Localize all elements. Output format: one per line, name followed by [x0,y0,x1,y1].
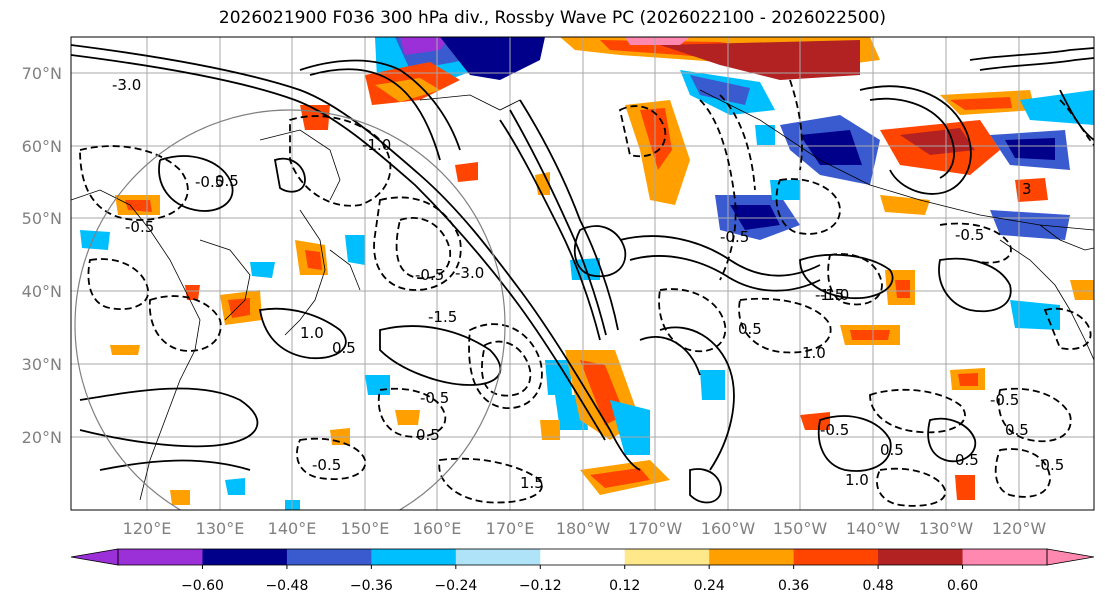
contour-label: 0.5 [215,172,239,190]
lat-label: 40°N [22,282,62,301]
lon-label: 150°W [773,519,828,538]
colorbar-swatch [286,549,372,565]
contour-label: 3 [1022,180,1032,198]
lon-label: 170°E [486,519,535,538]
lat-label: 50°N [22,209,62,228]
contour-label: -0.5 [420,389,449,407]
dashed-contours [79,79,1094,507]
contour-label: 0.5 [416,426,440,444]
colorbar-tick-label: −0.36 [350,578,393,594]
lon-label: 120°E [123,519,172,538]
longitude-axis: 120°E 130°E 140°E 150°E 160°E 170°E 180°… [123,519,1047,538]
colorbar-tick-label: 0.24 [694,578,725,594]
colorbar-tick-label: −0.48 [265,578,308,594]
contour-label: -0.5 [820,421,849,439]
lon-label: 160°E [413,519,462,538]
colorbar-swatch [793,549,879,565]
projection-circle [74,109,506,510]
contour-label: -1.0 [362,136,391,154]
lon-label: 160°W [701,519,756,538]
lon-label: 130°W [919,519,974,538]
contour-label: -3.0 [112,76,141,94]
colorbar-swatch [709,549,795,565]
contour-label: 1.0 [845,471,869,489]
colorbar-swatch [962,549,1048,565]
colorbar-swatches [118,549,1048,565]
colorbar-over-arrow [1046,548,1095,566]
contour-label: 0.5 [332,339,356,357]
colorbar-under-arrow [70,548,119,566]
contour-label: -1.5 [428,308,457,326]
contour-label: -0.5 [195,173,224,191]
colorbar-tick-label: −0.24 [434,578,477,594]
contour-label: -0.5 [720,228,749,246]
lat-label: 20°N [22,428,62,447]
contour-label: 1.0 [802,344,826,362]
contour-label: -0.5 [312,456,341,474]
latitude-axis: 70°N 60°N 50°N 40°N 30°N 20°N [22,64,62,447]
colorbar-tick-label: 0.12 [609,578,640,594]
colorbar-tick-label: −0.60 [181,578,224,594]
colorbar: −0.60 −0.48 −0.36 −0.24 −0.12 0.12 0.24 0.36 0.4… [70,548,1095,594]
contour-label: 0.5 [1005,421,1029,439]
contour-label: -0.5 [1035,456,1064,474]
colorbar-ticks: −0.60 −0.48 −0.36 −0.24 −0.12 0.12 0.24 0.36 0.4… [181,565,978,594]
colorbar-swatch [624,549,710,565]
contour-label: -0.5 [125,218,154,236]
contour-label: -3.0 [455,264,484,282]
lon-label: 170°W [628,519,683,538]
contour-label: 0.5 [738,320,762,338]
contour-label: -0.5 [990,391,1019,409]
lon-label: 140°W [846,519,901,538]
colorbar-tick-label: 0.36 [778,578,809,594]
map-title: 2026021900 F036 300 hPa div., Rossby Wav… [218,8,887,28]
colorbar-tick-label: 0.60 [947,578,978,594]
colorbar-swatch [878,549,964,565]
contour-label: -1.0 [820,286,849,304]
lat-label: 60°N [22,137,62,156]
solid-contours [71,44,1094,504]
contour-label: 1.0 [300,324,324,342]
contour-label: -0.5 [955,226,984,244]
map-frame [70,36,1095,511]
lon-label: 130°E [196,519,245,538]
colorbar-swatch [202,549,288,565]
contour-label: 0.5 [880,441,904,459]
lon-label: 140°E [268,519,317,538]
colorbar-swatch [455,549,541,565]
lon-label: 150°E [341,519,390,538]
colorbar-tick-label: −0.12 [519,578,562,594]
lat-label: 70°N [22,64,62,83]
colorbar-swatch [118,549,203,565]
colorbar-swatch [371,549,457,565]
lon-label: 180°W [556,519,611,538]
contour-labels: -3.0 -1.0 -0.5 -0.5 -1.5 -3.0 -0.5 1.0 0… [112,76,1064,492]
lat-label: 30°N [22,355,62,374]
colorbar-swatch [540,549,626,565]
contour-label: 1.5 [520,474,544,492]
colorbar-tick-label: 0.48 [863,578,894,594]
colorbar-frame [117,548,1048,566]
contour-label: 0.5 [955,451,979,469]
contour-label: -0.5 [415,266,444,284]
lon-label: 120°W [992,519,1047,538]
contour-label: -1.5 [815,286,844,304]
